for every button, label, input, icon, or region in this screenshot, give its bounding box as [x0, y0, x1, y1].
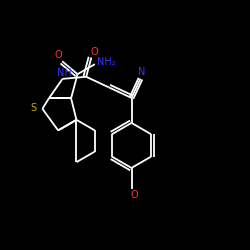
Text: NH₂: NH₂	[97, 57, 116, 67]
Text: O: O	[131, 190, 138, 200]
Text: O: O	[90, 47, 98, 57]
Text: NH: NH	[57, 68, 72, 78]
Text: S: S	[30, 102, 37, 113]
Text: N: N	[138, 68, 145, 78]
Text: O: O	[55, 50, 62, 60]
